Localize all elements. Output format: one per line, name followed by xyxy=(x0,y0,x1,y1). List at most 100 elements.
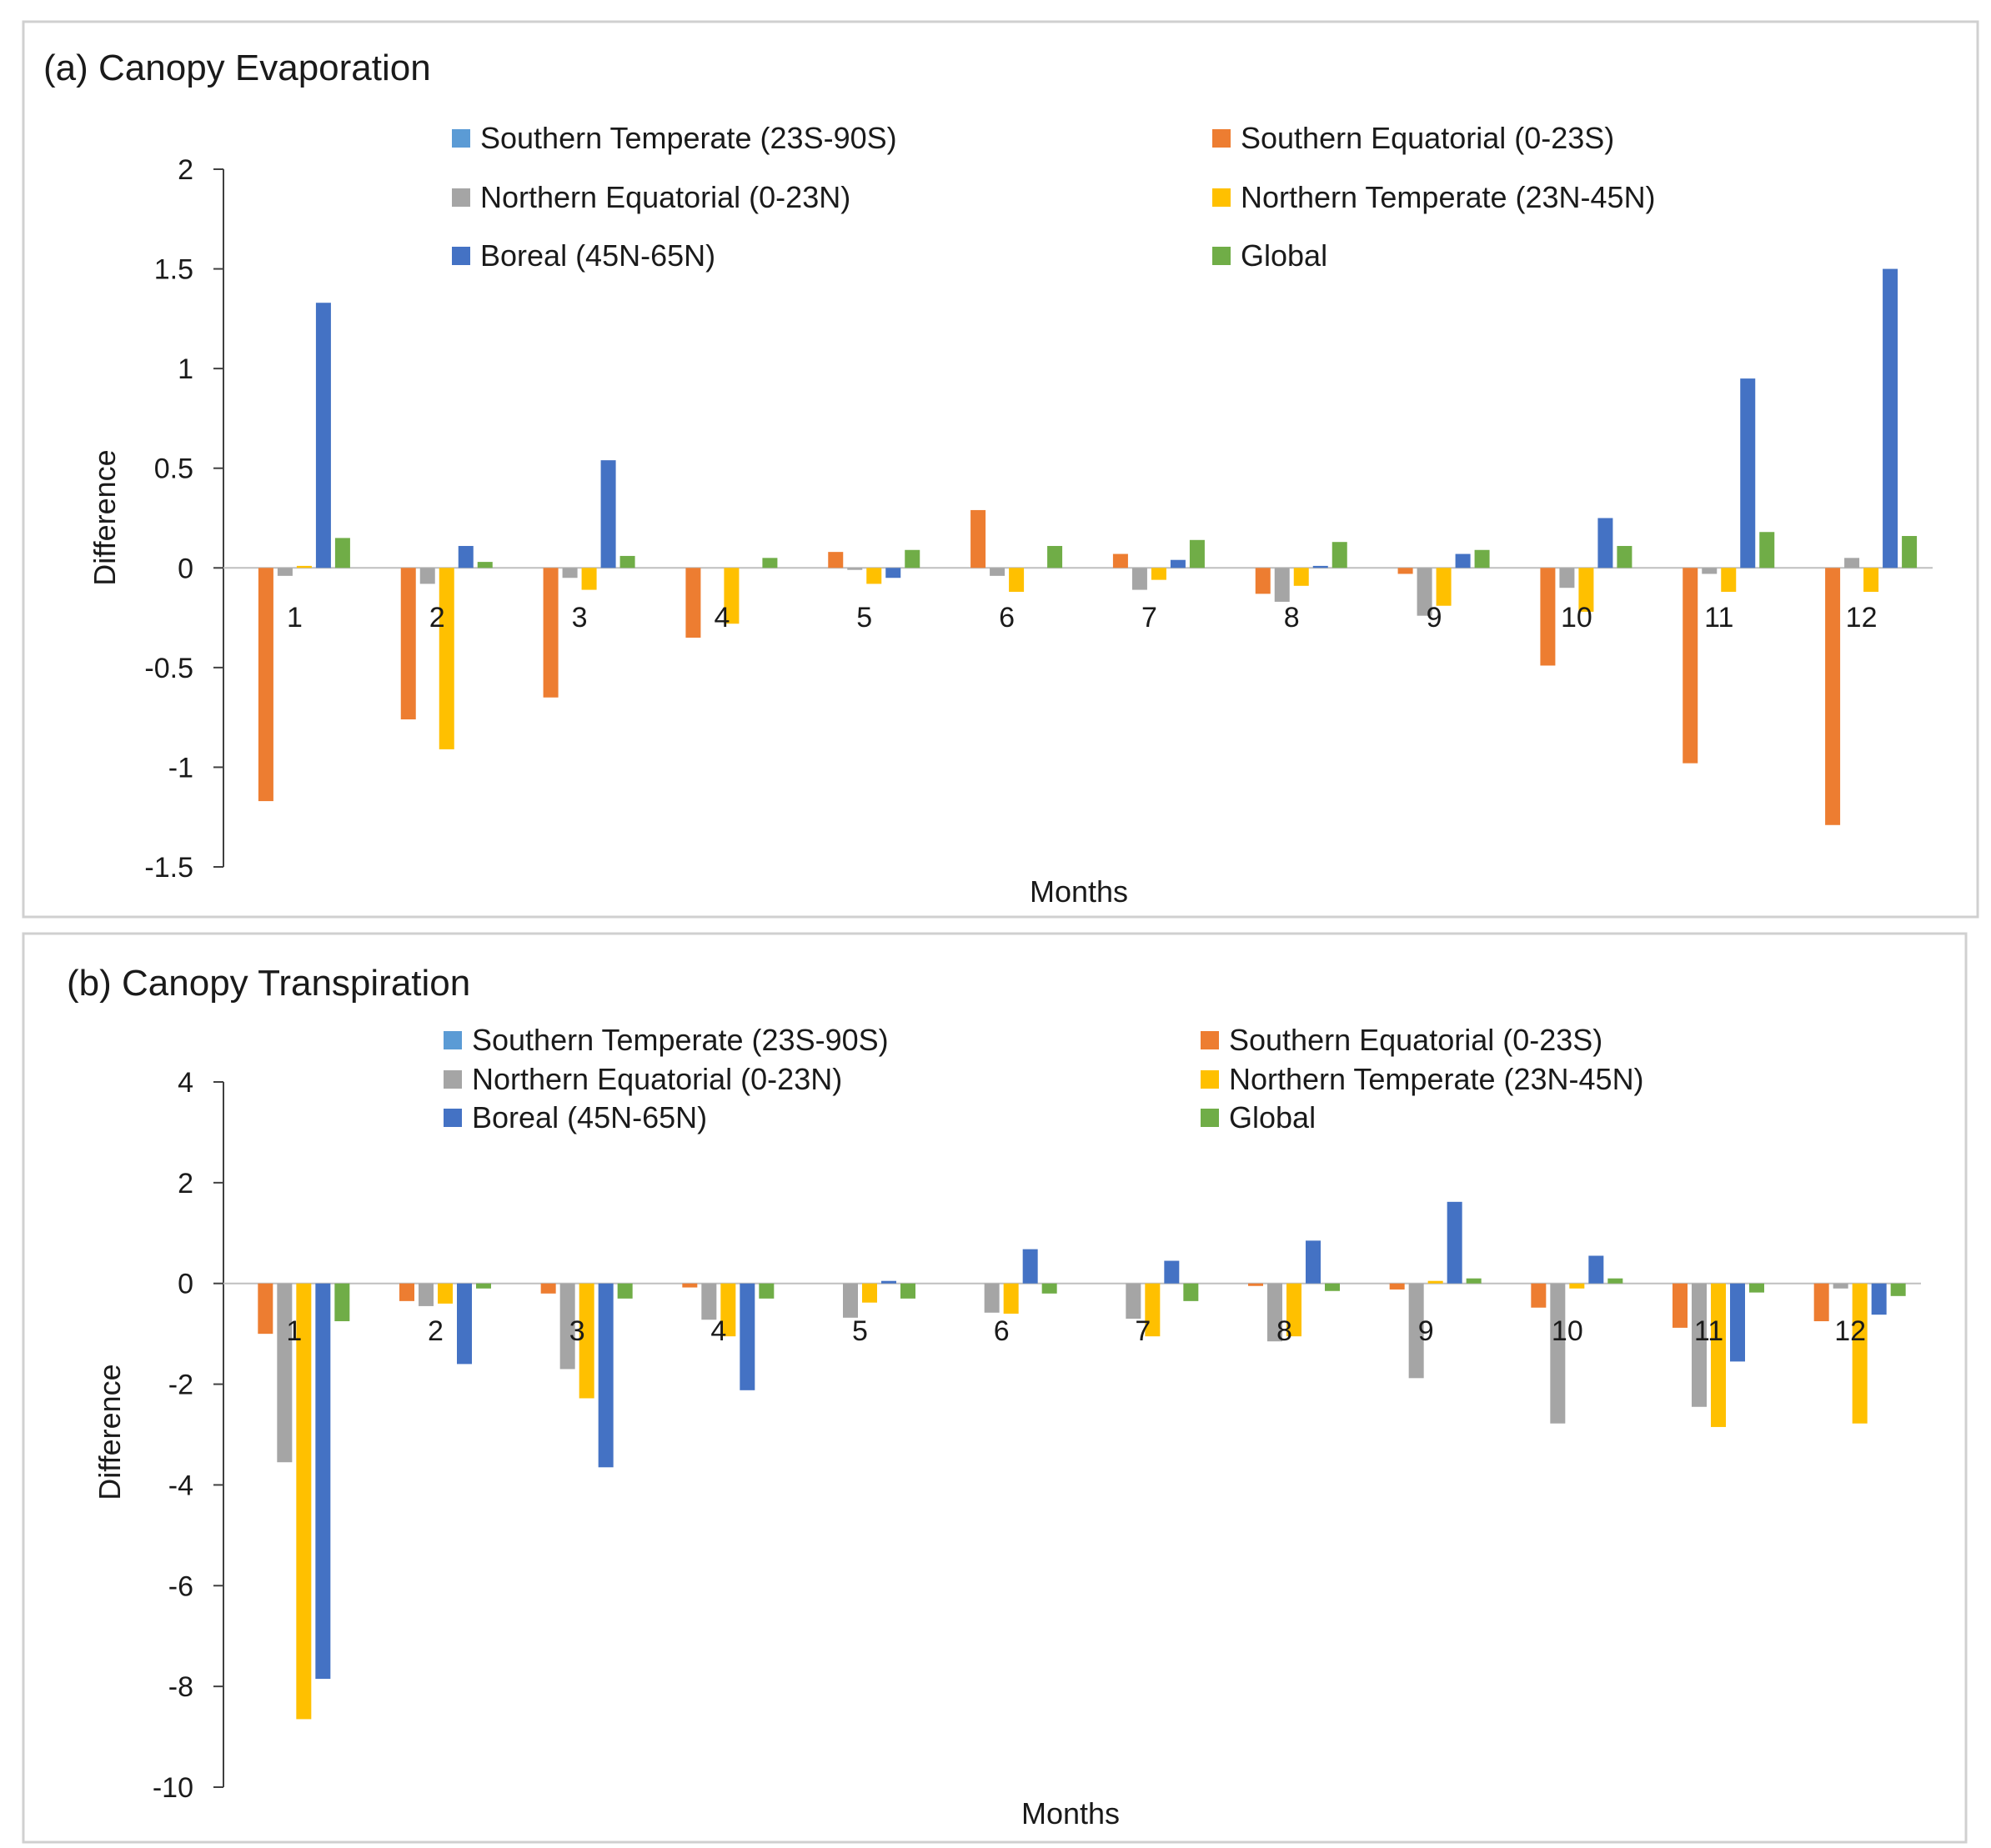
y-tick-label: -0.5 xyxy=(144,653,193,684)
bar-northern-month-7 xyxy=(1145,1283,1161,1337)
bar-boreal-month-5 xyxy=(881,1280,896,1284)
plot-area: 420-2-4-6-8-101 2 3 4 5 6 7 8 9 10 11 12 xyxy=(153,1067,1921,1804)
bar-northern-month-1 xyxy=(296,1283,312,1720)
legend-label: Southern Temperate (23S-90S) xyxy=(472,1023,889,1057)
bar-global-month-4 xyxy=(762,558,778,568)
bar-global-month-12 xyxy=(1890,1283,1906,1296)
x-tick-label: 2 xyxy=(429,602,445,634)
bar-northern-month-2 xyxy=(439,568,454,749)
bar-global-month-6 xyxy=(1041,1283,1057,1294)
bar-global-month-2 xyxy=(476,1283,491,1289)
bar-global-month-2 xyxy=(477,562,493,568)
bar-global-month-8 xyxy=(1325,1283,1340,1291)
bar-northern-month-8 xyxy=(1293,568,1309,586)
bar-global-month-10 xyxy=(1617,545,1632,568)
x-tick-label: 4 xyxy=(714,602,730,634)
bar-northern-month-11 xyxy=(1692,1283,1707,1407)
legend-swatch xyxy=(452,188,470,207)
bar-northern-month-5 xyxy=(843,1283,858,1318)
y-tick-label: 0.5 xyxy=(154,453,193,485)
bar-northern-month-11 xyxy=(1711,1283,1726,1427)
bar-northern-month-11 xyxy=(1721,568,1737,592)
legend-swatch xyxy=(452,129,470,148)
bar-boreal-month-3 xyxy=(598,1283,614,1468)
bar-boreal-month-4 xyxy=(740,1283,755,1390)
bar-northern-month-9 xyxy=(1417,568,1432,616)
bar-southern-month-2 xyxy=(400,568,416,720)
bar-southern-month-12 xyxy=(1813,1283,1829,1322)
bar-southern-month-5 xyxy=(828,552,844,568)
plot-area: 21.510.50-0.5-1-1.51 2 3 4 5 6 7 8 9 10 11 12 xyxy=(144,154,1933,884)
bar-northern-month-2 xyxy=(419,568,435,584)
bar-northern-month-12 xyxy=(1844,558,1860,568)
bar-global-month-11 xyxy=(1749,1283,1764,1293)
legend-label: Northern Temperate (23N-45N) xyxy=(1229,1062,1644,1096)
y-tick-label: -1.5 xyxy=(144,852,193,884)
bar-northern-month-1 xyxy=(277,568,293,576)
bar-northern-month-3 xyxy=(579,1283,594,1399)
bar-northern-month-12 xyxy=(1863,568,1879,592)
legend-label: Southern Equatorial (0-23S) xyxy=(1229,1023,1602,1057)
chart-title: (a) Canopy Evaporation xyxy=(43,48,431,88)
bar-northern-month-5 xyxy=(862,1283,877,1303)
legend-label: Northern Temperate (23N-45N) xyxy=(1241,180,1656,214)
legend-swatch xyxy=(1201,1070,1219,1089)
bar-global-month-8 xyxy=(1332,542,1347,568)
legend-swatch xyxy=(444,1031,462,1049)
bar-northern-month-5 xyxy=(866,568,882,584)
bar-boreal-month-3 xyxy=(600,460,616,568)
bar-boreal-month-1 xyxy=(315,1283,331,1680)
bar-global-month-5 xyxy=(905,549,920,568)
panel-canopy-evaporation: (a) Canopy Evaporation Difference Months… xyxy=(22,20,1979,919)
bar-northern-month-8 xyxy=(1274,568,1290,602)
bar-global-month-1 xyxy=(334,1283,350,1322)
bar-southern-month-10 xyxy=(1531,1283,1547,1308)
x-tick-label: 3 xyxy=(572,602,588,634)
y-tick-label: 1.5 xyxy=(154,254,193,286)
x-tick-label: 9 xyxy=(1418,1315,1434,1347)
x-tick-label: 7 xyxy=(1135,1315,1151,1347)
bar-boreal-month-2 xyxy=(458,545,474,568)
y-tick-label: 4 xyxy=(178,1067,193,1099)
chart-title: (b) Canopy Transpiration xyxy=(67,963,470,1004)
legend: Southern Temperate (23S-90S) Southern Equ… xyxy=(444,1023,1644,1134)
bar-southern-month-9 xyxy=(1397,568,1413,574)
x-tick-label: 5 xyxy=(856,602,872,634)
bar-northern-month-10 xyxy=(1578,568,1594,612)
legend-label: Northern Equatorial (0-23N) xyxy=(472,1062,842,1096)
bar-northern-month-11 xyxy=(1702,568,1718,574)
x-tick-label: 10 xyxy=(1552,1315,1583,1347)
bar-boreal-month-11 xyxy=(1730,1283,1745,1362)
y-tick-label: 2 xyxy=(178,1168,193,1199)
bar-global-month-9 xyxy=(1474,549,1490,568)
x-tick-label: 12 xyxy=(1834,1315,1866,1347)
legend-label: Global xyxy=(1229,1100,1316,1134)
legend-swatch xyxy=(1212,188,1231,207)
bar-boreal-month-12 xyxy=(1883,268,1898,568)
x-tick-label: 6 xyxy=(994,1315,1010,1347)
bar-northern-month-3 xyxy=(559,1283,575,1370)
legend-label: Boreal (45N-65N) xyxy=(480,238,715,273)
bar-boreal-month-6 xyxy=(1022,1249,1038,1284)
bar-northern-month-6 xyxy=(1003,1283,1019,1314)
legend-swatch xyxy=(1212,129,1231,148)
bar-global-month-5 xyxy=(900,1283,915,1299)
bar-southern-month-10 xyxy=(1540,568,1556,666)
bar-northern-month-1 xyxy=(277,1283,293,1463)
x-tick-label: 8 xyxy=(1284,602,1300,634)
bar-global-month-3 xyxy=(617,1283,633,1299)
bar-southern-month-7 xyxy=(1112,553,1128,568)
legend-swatch xyxy=(1212,247,1231,265)
x-tick-label: 3 xyxy=(569,1315,585,1347)
panel-frame xyxy=(22,932,1968,1844)
bar-northern-month-10 xyxy=(1550,1283,1566,1424)
legend-label: Southern Equatorial (0-23S) xyxy=(1241,121,1614,155)
bar-southern-month-8 xyxy=(1255,568,1271,594)
bar-boreal-month-10 xyxy=(1588,1255,1604,1284)
bar-northern-month-1 xyxy=(296,565,312,568)
y-tick-label: -6 xyxy=(168,1570,193,1602)
legend-swatch xyxy=(1201,1031,1219,1049)
bar-boreal-month-7 xyxy=(1170,559,1186,568)
bar-northern-month-10 xyxy=(1569,1283,1585,1289)
